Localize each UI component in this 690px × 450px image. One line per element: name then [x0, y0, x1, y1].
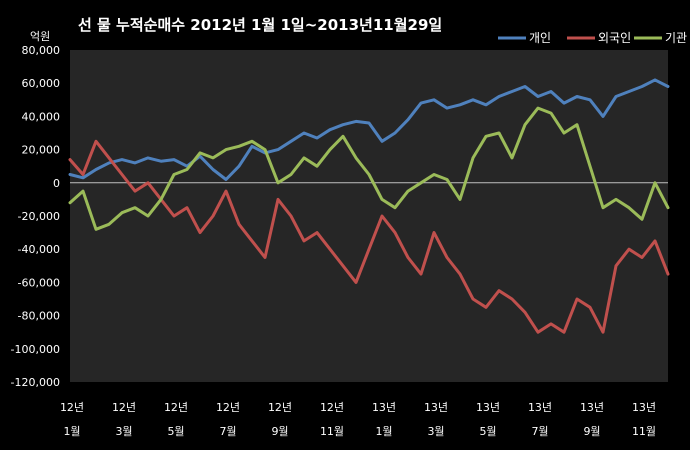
- x-tick-label-month: 3월: [427, 425, 444, 438]
- y-tick-label: 80,000: [22, 44, 61, 57]
- chart-title: 선 물 누적순매수 2012년 1월 1일~2013년11월29일: [78, 16, 442, 34]
- x-axis-ticks: 12년 1월 12년 3월 12년 5월 12년 7월 12년 9월 12년 11월 13년 1월 13년 3…: [60, 401, 656, 438]
- series-line-1: [68, 78, 670, 181]
- y-tick-label: -80,000: [18, 310, 60, 323]
- x-tick-label-year: 13년: [632, 401, 656, 414]
- series-line-2: [68, 139, 670, 334]
- x-tick-label-year: 12년: [60, 401, 84, 414]
- x-tick-label-month: 11월: [320, 425, 344, 438]
- x-tick-label-month: 3월: [115, 425, 132, 438]
- x-tick-label-year: 12년: [112, 401, 136, 414]
- legend-label-1: 개인: [529, 31, 551, 45]
- y-tick-label: 0: [53, 177, 60, 190]
- y-tick-label: 40,000: [22, 110, 61, 123]
- x-tick-label-month: 11월: [632, 425, 656, 438]
- x-tick-label-year: 13년: [528, 401, 552, 414]
- y-axis-ticks: 80,000 60,000 40,000 20,000 0 -20,000 -40,000 -…: [11, 44, 60, 389]
- x-tick-label-month: 9월: [271, 425, 288, 438]
- series-lines: [68, 78, 670, 334]
- x-tick-label-year: 13년: [580, 401, 604, 414]
- legend-label-3: 기관: [665, 31, 687, 45]
- x-tick-label-year: 12년: [268, 401, 292, 414]
- x-tick-label-month: 9월: [583, 425, 600, 438]
- y-tick-label: -20,000: [18, 210, 60, 223]
- y-tick-label: 60,000: [22, 77, 61, 90]
- x-tick-label-month: 1월: [375, 425, 392, 438]
- plot-area: [70, 50, 668, 382]
- x-tick-label-year: 12년: [216, 401, 240, 414]
- y-tick-label: -40,000: [18, 243, 60, 256]
- series-line-3: [68, 106, 670, 231]
- x-tick-label-year: 12년: [164, 401, 188, 414]
- y-tick-label: -120,000: [11, 376, 60, 389]
- y-tick-label: 20,000: [22, 144, 61, 157]
- x-tick-label-year: 13년: [424, 401, 448, 414]
- x-tick-label-month: 7월: [531, 425, 548, 438]
- x-tick-label-month: 7월: [219, 425, 236, 438]
- y-tick-label: -60,000: [18, 276, 60, 289]
- x-tick-label-month: 5월: [479, 425, 496, 438]
- x-tick-label-year: 13년: [372, 401, 396, 414]
- x-tick-label-month: 5월: [167, 425, 184, 438]
- x-tick-label-year: 12년: [320, 401, 344, 414]
- legend-label-2: 외국인: [598, 31, 631, 45]
- y-axis-unit-label: 억원: [30, 30, 50, 43]
- x-tick-label-month: 1월: [63, 425, 80, 438]
- x-tick-label-year: 13년: [476, 401, 500, 414]
- legend: 개인 외국인 기관: [498, 31, 687, 45]
- y-tick-label: -100,000: [11, 343, 60, 356]
